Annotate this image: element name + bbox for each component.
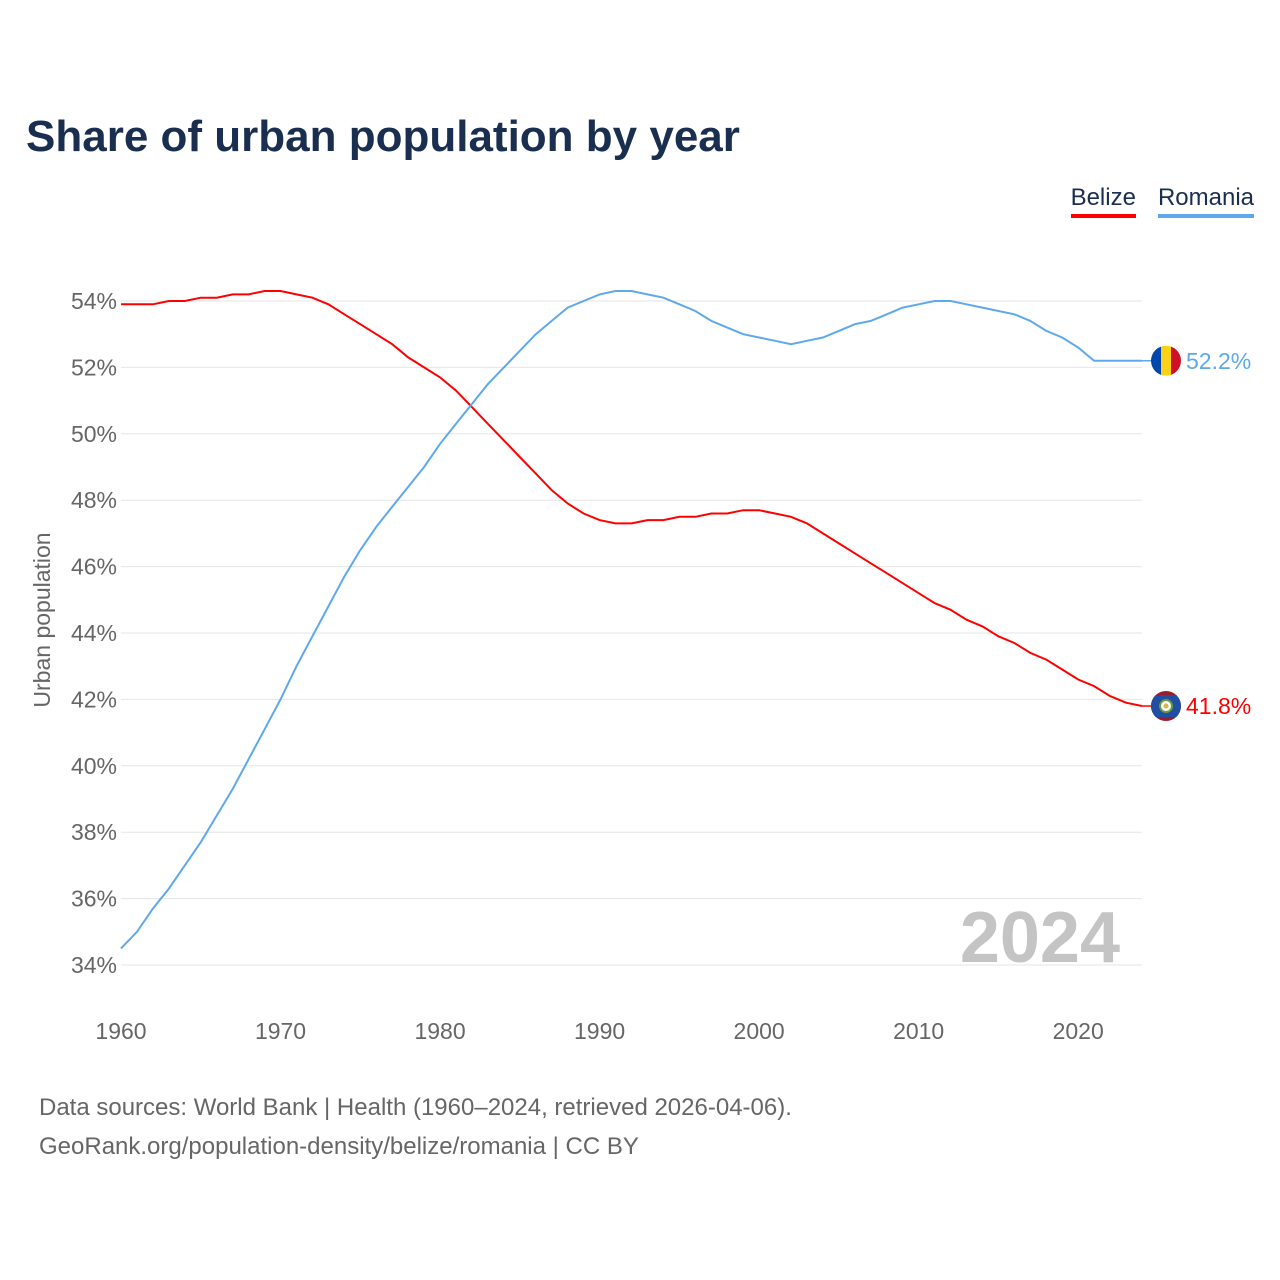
series-line-romania [120,290,1142,950]
end-value-label-belize: 41.8% [1186,693,1251,719]
y-tick-label: 34% [71,952,117,978]
end-value-label-romania: 52.2% [1186,348,1251,374]
romania-flag-icon [1151,345,1181,376]
y-tick-label: 42% [71,686,117,712]
legend-item-belize[interactable]: Belize [1070,184,1136,218]
y-tick-label: 54% [71,288,117,314]
y-tick-label: 48% [71,487,117,513]
source-text: Data sources: World Bank | Health (1960–… [39,1094,792,1121]
legend: Belize Romania [1070,184,1254,218]
y-tick-label: 38% [71,819,117,845]
y-axis-label: Urban population [29,532,55,707]
belize-flag-icon [1151,691,1181,722]
year-watermark: 2024 [960,898,1120,978]
y-tick-label: 50% [71,421,117,447]
y-tick-label: 52% [71,354,117,380]
series-line-belize [121,290,1143,707]
y-tick-label: 36% [71,886,117,912]
y-tick-label: 44% [71,620,117,646]
chart-title: Share of urban population by year [26,112,740,161]
legend-item-romania[interactable]: Romania [1157,184,1254,218]
footer: Data sources: World Bank | Health (1960–… [39,1088,792,1166]
x-tick-label: 2000 [734,1018,785,1044]
x-tick-label: 1970 [255,1018,306,1044]
x-tick-label: 2010 [893,1018,944,1044]
attribution-link[interactable]: GeoRank.org/population-density/belize/ro… [39,1133,639,1160]
x-tick-label: 2020 [1053,1018,1104,1044]
y-tick-label: 46% [71,554,117,580]
y-tick-label: 40% [71,753,117,779]
x-tick-label: 1960 [95,1018,146,1044]
x-tick-label: 1990 [574,1018,625,1044]
x-tick-label: 1980 [414,1018,465,1044]
